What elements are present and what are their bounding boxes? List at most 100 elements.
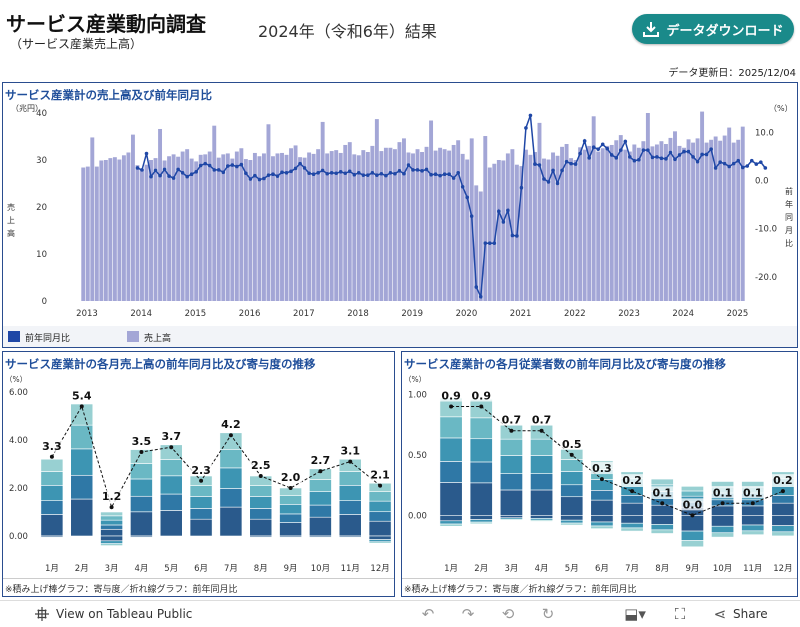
yoy-value-label: 0.3 [592, 462, 612, 475]
undo-icon[interactable]: ↶ [421, 605, 435, 623]
sales-bar [94, 166, 99, 301]
sales-bar [316, 149, 321, 301]
yoy-point [356, 170, 361, 175]
yoy-value-label: 1.2 [102, 490, 122, 503]
month-label: 5月 [164, 564, 178, 574]
contribution-segment [70, 403, 94, 426]
sales-bar [438, 147, 443, 301]
revert-icon[interactable]: ⟲ [501, 605, 515, 623]
sales-bar [722, 135, 727, 301]
yoy-point [402, 171, 406, 176]
yoy-value-label: 4.2 [221, 418, 241, 431]
contribution-segment [560, 484, 584, 498]
yoy-point [537, 163, 542, 167]
contribution-negative-segment [530, 515, 554, 519]
sales-bar [167, 156, 172, 301]
sales-bar [627, 151, 632, 301]
contribution-segment [469, 417, 493, 440]
yoy-point [375, 173, 379, 177]
yoy-point [700, 152, 704, 157]
redo-icon[interactable]: ↷ [461, 605, 475, 623]
yoy-point [109, 505, 114, 510]
refresh-icon[interactable]: ↻ [541, 605, 555, 623]
sales-bar [727, 127, 732, 301]
month-label: 7月 [224, 564, 238, 574]
sales-bar [402, 138, 406, 301]
yoy-point [727, 164, 731, 169]
contribution-segment [620, 495, 644, 504]
sales-bar [474, 185, 479, 301]
month-label: 8月 [254, 564, 268, 574]
yoy-point [169, 445, 174, 450]
yoy-point [228, 433, 233, 438]
yoy-point [479, 404, 484, 409]
sales-bar [338, 152, 343, 301]
contribution-negative-segment [620, 522, 644, 529]
contribution-negative-segment [741, 524, 765, 532]
share-button[interactable]: Share [733, 607, 768, 621]
sales-bar [212, 125, 217, 301]
contribution-segment [560, 496, 584, 516]
tableau-logo-icon [35, 607, 49, 621]
yoy-point [510, 233, 515, 238]
unit-label: （%） [404, 375, 426, 384]
view-on-tableau-link[interactable]: View on Tableau Public [34, 606, 192, 622]
contribution-negative-segment [499, 515, 523, 519]
sales-bar [591, 116, 596, 301]
x-year-label: 2020 [456, 309, 478, 319]
left-tick-label: 20 [36, 203, 47, 213]
contribution-segment [70, 474, 94, 500]
contribution-negative-segment [469, 519, 493, 523]
yoy-point [284, 170, 289, 175]
sales-bar [406, 152, 411, 301]
right-axis-title-char: 前 [785, 186, 793, 196]
contribution-negative-segment [620, 515, 644, 524]
legend-bar-swatch [127, 331, 139, 342]
right-axis-title-char: 年 [785, 199, 793, 209]
sales-bar [99, 160, 104, 301]
sales-bar [718, 140, 723, 301]
yoy-value-label: 0.5 [562, 438, 582, 451]
yoy-point [709, 147, 713, 151]
yoy-value-label: 3.7 [162, 430, 182, 443]
sales-bar [447, 150, 452, 301]
contribution-segment [309, 504, 332, 518]
y-tick-label: 0.00 [9, 532, 28, 542]
sales-bar [456, 140, 461, 301]
x-year-label: 2024 [672, 309, 694, 319]
right-tick-label: -20.0 [755, 273, 777, 283]
sales-bar [230, 158, 235, 301]
yoy-point [731, 161, 736, 166]
fullscreen-icon[interactable]: ⛶ [674, 605, 686, 623]
contribution-segment [40, 458, 64, 472]
sales-bar [487, 167, 492, 301]
data-download-button[interactable]: データダウンロード [632, 14, 794, 44]
share-icon[interactable]: ⋖ [713, 605, 727, 623]
sales-bar [207, 151, 212, 301]
sales-bar [600, 148, 605, 301]
yoy-point [248, 177, 253, 181]
employee-chart-note: ※積み上げ棒グラフ：寄与度／折れ線グラフ：前年同月比 [404, 585, 637, 595]
yoy-label-bg [439, 389, 463, 402]
yoy-point [704, 152, 709, 157]
sales-bar [320, 121, 325, 302]
yoy-point [539, 428, 544, 433]
yoy-point [302, 166, 307, 170]
unit-label: （%） [5, 375, 27, 384]
contribution-segment [680, 486, 704, 492]
sales-bar [465, 159, 470, 301]
contribution-segment [338, 485, 362, 501]
contribution-segment [741, 505, 765, 516]
sales-bar [564, 144, 569, 301]
sales-bar [569, 158, 574, 301]
yoy-point [158, 173, 162, 178]
sales-bar [171, 154, 176, 301]
yoy-point [449, 404, 454, 409]
sales-bar [578, 147, 583, 301]
yoy-point [167, 174, 171, 178]
left-axis-title-char: 高 [7, 228, 15, 238]
yoy-point [451, 176, 456, 180]
yoy-point [185, 174, 189, 179]
download-menu-icon[interactable]: ⬓▾ [624, 605, 646, 623]
sales-chart-note: ※積み上げ棒グラフ：寄与度／折れ線グラフ：前年同月比 [5, 585, 238, 595]
